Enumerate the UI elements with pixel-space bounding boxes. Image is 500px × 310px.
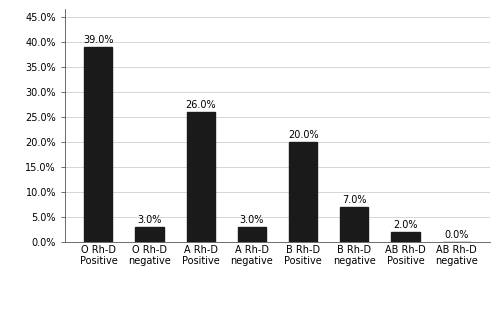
Text: 3.0%: 3.0% [240, 215, 264, 225]
Text: 20.0%: 20.0% [288, 130, 318, 140]
Bar [186, 112, 215, 242]
Bar [289, 142, 317, 242]
Bar [136, 227, 164, 242]
Text: 26.0%: 26.0% [186, 100, 216, 110]
Bar [238, 227, 266, 242]
Text: 7.0%: 7.0% [342, 195, 366, 205]
Bar [84, 47, 112, 242]
Text: 3.0%: 3.0% [138, 215, 162, 225]
Text: 2.0%: 2.0% [393, 220, 417, 230]
Text: 0.0%: 0.0% [444, 230, 469, 240]
Text: 39.0%: 39.0% [83, 35, 114, 45]
Bar [392, 232, 419, 242]
Bar [340, 207, 368, 242]
